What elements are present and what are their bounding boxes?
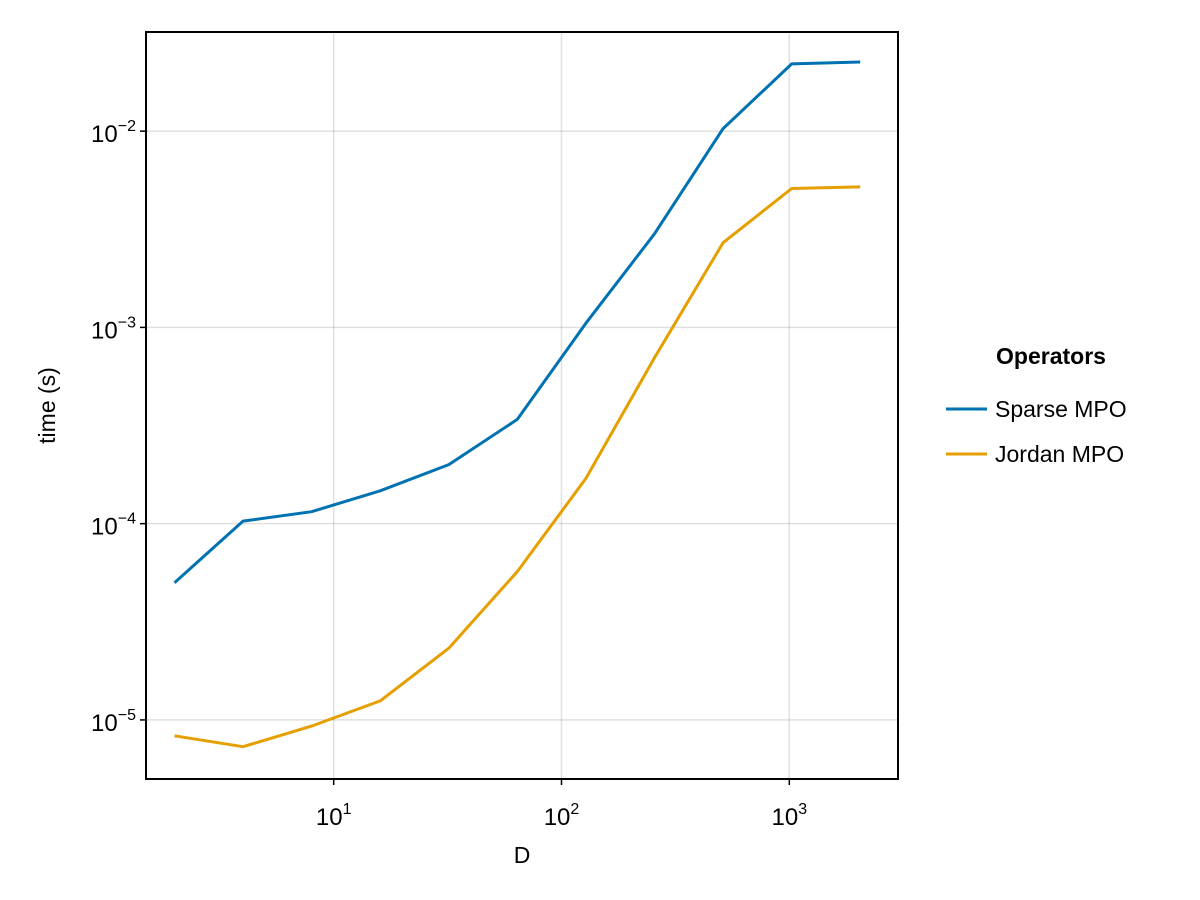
- plot-area-frame: [145, 31, 899, 780]
- x-tick-base: 10: [316, 804, 343, 831]
- y-tick-labels: 10−510−410−310−2: [91, 118, 136, 737]
- y-tick-base: 10: [91, 710, 118, 737]
- y-tick-label: 10−5: [91, 707, 136, 737]
- y-tick-exponent: −3: [118, 314, 136, 331]
- y-tick-base: 10: [91, 121, 118, 148]
- series-line-jordan-mpo: [174, 185, 861, 749]
- legend-entry-jordan-mpo: Jordan MPO: [946, 441, 1124, 467]
- x-tick-label: 101: [316, 801, 352, 831]
- x-tick-exponent: 2: [570, 801, 579, 818]
- ticks: [140, 130, 791, 785]
- y-axis-label: time (s): [34, 367, 60, 444]
- legend-label: Sparse MPO: [995, 396, 1127, 422]
- y-tick-label: 10−2: [91, 118, 136, 148]
- legend-title: Operators: [996, 343, 1106, 369]
- y-tick-base: 10: [91, 514, 118, 541]
- x-tick-label: 103: [772, 801, 808, 831]
- y-tick-exponent: −5: [118, 707, 136, 724]
- y-tick-label: 10−3: [91, 314, 136, 344]
- y-tick-exponent: −2: [118, 118, 136, 135]
- legend-entry-sparse-mpo: Sparse MPO: [946, 396, 1127, 422]
- x-tick-base: 10: [544, 804, 571, 831]
- grid: [146, 32, 898, 779]
- x-axis-label: D: [514, 842, 531, 868]
- x-tick-base: 10: [772, 804, 799, 831]
- x-tick-label: 102: [544, 801, 580, 831]
- x-tick-exponent: 3: [798, 801, 807, 818]
- y-tick-label: 10−4: [91, 511, 136, 541]
- legend: Operators Sparse MPO Jordan MPO: [946, 343, 1127, 467]
- y-tick-exponent: −4: [118, 511, 136, 528]
- legend-label: Jordan MPO: [995, 441, 1124, 467]
- x-tick-labels: 101 102 103: [316, 801, 807, 831]
- y-tick-base: 10: [91, 317, 118, 344]
- series-group: [173, 60, 861, 749]
- x-tick-exponent: 1: [343, 801, 352, 818]
- series-line-sparse-mpo: [173, 60, 861, 584]
- legend-entries: Sparse MPO Jordan MPO: [946, 396, 1127, 467]
